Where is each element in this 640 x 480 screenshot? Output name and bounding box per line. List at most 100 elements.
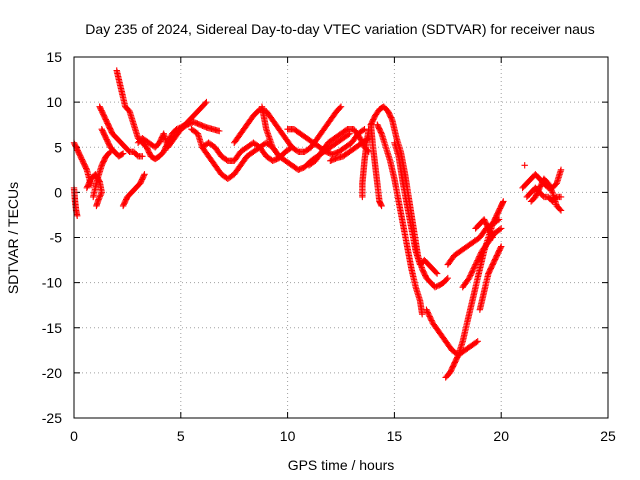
trace-marker bbox=[377, 129, 385, 136]
trace-marker bbox=[408, 264, 415, 271]
series-s26 bbox=[476, 243, 505, 313]
trace-marker bbox=[336, 104, 344, 111]
series-s25 bbox=[459, 225, 505, 291]
trace-marker bbox=[262, 124, 270, 131]
trace-marker bbox=[440, 335, 448, 342]
trace-marker bbox=[422, 272, 429, 279]
trace-marker bbox=[467, 270, 475, 278]
trace-marker bbox=[328, 136, 336, 144]
trace-marker bbox=[140, 172, 148, 179]
series-s8 bbox=[119, 171, 148, 210]
trace-marker bbox=[241, 124, 249, 131]
trace-marker bbox=[495, 227, 502, 234]
trace-marker bbox=[474, 257, 481, 264]
trace-marker bbox=[93, 201, 101, 208]
trace-marker bbox=[117, 151, 125, 159]
trace-marker bbox=[473, 260, 480, 267]
trace-marker bbox=[370, 115, 378, 122]
trace-marker bbox=[134, 182, 142, 189]
trace-marker bbox=[286, 160, 293, 167]
x-tick-label: 25 bbox=[600, 428, 616, 444]
trace-marker bbox=[390, 174, 398, 181]
trace-marker bbox=[309, 159, 317, 166]
trace-marker bbox=[305, 145, 312, 153]
trace-marker bbox=[473, 258, 481, 266]
trace-marker bbox=[154, 154, 161, 161]
trace-marker bbox=[483, 241, 490, 248]
trace-marker bbox=[78, 155, 85, 162]
trace-marker bbox=[117, 83, 124, 91]
trace-marker bbox=[335, 105, 343, 113]
trace-marker bbox=[203, 150, 210, 157]
trace-marker bbox=[474, 236, 481, 243]
trace-marker bbox=[337, 136, 344, 144]
trace-marker bbox=[360, 126, 367, 134]
trace-marker bbox=[97, 192, 104, 199]
trace-marker bbox=[467, 272, 474, 279]
trace-marker bbox=[254, 142, 261, 149]
trace-marker bbox=[403, 241, 411, 249]
trace-marker bbox=[496, 245, 504, 253]
trace-marker bbox=[83, 165, 90, 172]
trace-marker bbox=[488, 233, 496, 240]
trace-marker bbox=[530, 195, 537, 203]
trace-marker bbox=[423, 259, 430, 266]
trace-marker bbox=[466, 273, 474, 280]
trace-marker bbox=[484, 271, 492, 279]
trace-marker bbox=[399, 219, 406, 226]
trace-marker bbox=[467, 240, 475, 248]
trace-marker bbox=[307, 137, 314, 145]
trace-marker bbox=[377, 201, 385, 208]
trace-marker bbox=[392, 133, 400, 140]
trace-marker bbox=[228, 172, 235, 180]
trace-marker bbox=[424, 309, 431, 316]
trace-marker bbox=[140, 173, 147, 181]
trace-marker bbox=[426, 313, 433, 320]
trace-marker bbox=[124, 146, 131, 153]
trace-marker bbox=[355, 132, 362, 139]
trace-marker bbox=[97, 190, 105, 198]
series-s10 bbox=[188, 126, 353, 183]
trace-marker bbox=[497, 244, 504, 252]
y-axis-label: SDTVAR / TECUs bbox=[5, 182, 21, 294]
trace-marker bbox=[126, 191, 133, 198]
trace-marker bbox=[154, 141, 161, 149]
trace-marker bbox=[130, 119, 137, 127]
x-tick-label: 5 bbox=[177, 428, 185, 444]
trace-marker bbox=[108, 127, 115, 135]
trace-marker bbox=[96, 193, 104, 200]
series-s13 bbox=[258, 103, 283, 160]
trace-marker bbox=[280, 132, 287, 139]
x-tick-label: 15 bbox=[387, 428, 403, 444]
trace-marker bbox=[167, 133, 175, 140]
trace-marker bbox=[463, 321, 470, 328]
trace-marker bbox=[214, 127, 222, 134]
trace-marker bbox=[469, 268, 476, 275]
trace-marker bbox=[534, 173, 541, 180]
trace-marker bbox=[483, 222, 491, 230]
series-s4 bbox=[90, 148, 114, 201]
trace-marker bbox=[525, 177, 533, 185]
trace-marker bbox=[209, 159, 217, 166]
trace-marker bbox=[86, 178, 94, 185]
trace-marker bbox=[274, 150, 281, 157]
trace-marker bbox=[432, 269, 440, 276]
trace-marker bbox=[542, 177, 550, 185]
trace-marker bbox=[412, 246, 419, 253]
trace-marker bbox=[548, 186, 555, 193]
trace-marker bbox=[124, 105, 131, 113]
trace-marker bbox=[274, 151, 282, 159]
trace-marker bbox=[465, 344, 472, 351]
trace-marker bbox=[474, 223, 481, 230]
plot-frame bbox=[73, 56, 609, 419]
trace-marker bbox=[93, 177, 101, 184]
series-s19 bbox=[374, 121, 426, 318]
trace-marker bbox=[292, 146, 299, 154]
trace-marker bbox=[408, 223, 415, 231]
trace-marker bbox=[330, 141, 338, 148]
trace-marker bbox=[387, 114, 395, 121]
trace-marker bbox=[459, 339, 466, 346]
axis-ticks: 0 5 10 15 20 25 -25 -20 -15 -10 -5 0 5 10 15 bbox=[42, 49, 616, 444]
trace-marker bbox=[473, 338, 480, 346]
